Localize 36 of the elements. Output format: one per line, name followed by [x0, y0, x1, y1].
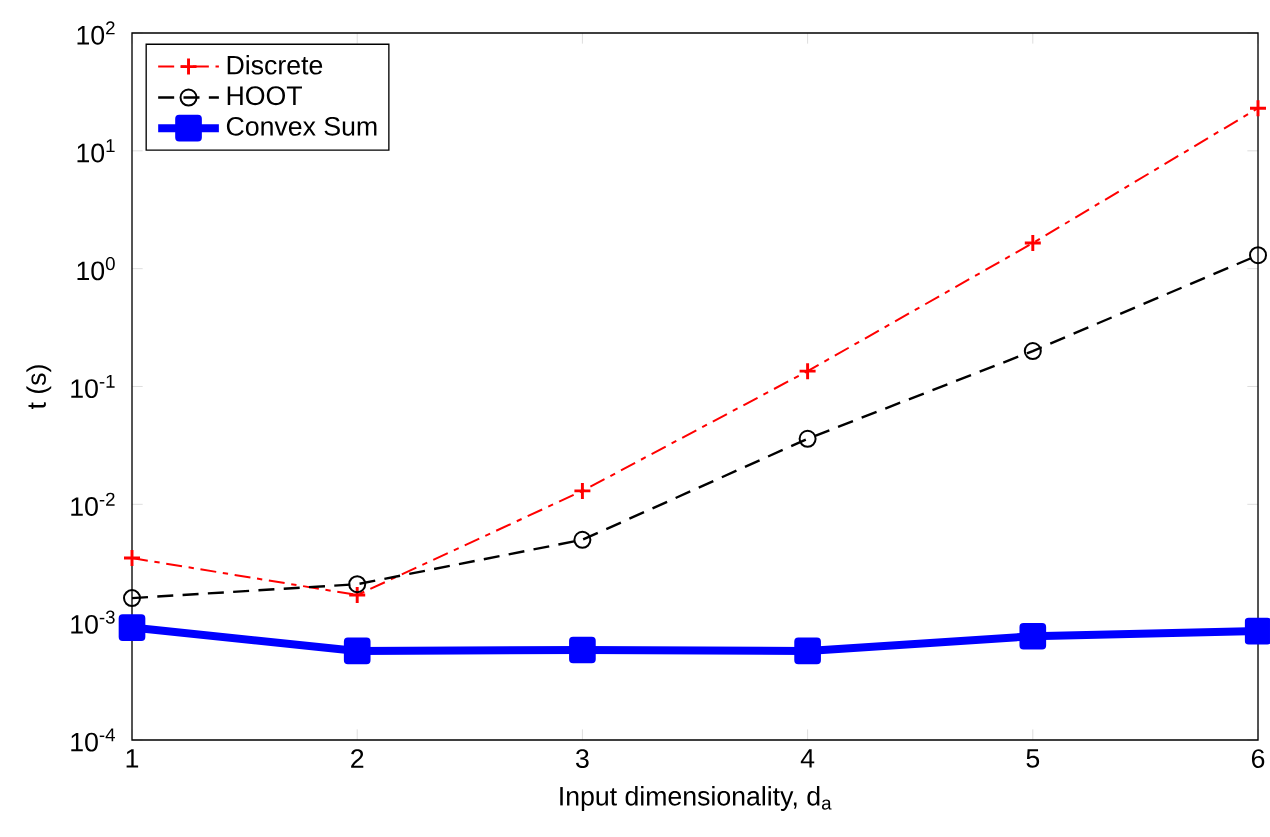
- y-tick-label: 10$^{-3}$: [71, 610, 115, 634]
- y-tick-label: 10$^{0}$: [77, 256, 115, 281]
- point: [798, 361, 818, 381]
- y-tick-label: 10$^{2}$: [77, 21, 115, 45]
- legend-label: Convex Sum: [226, 116, 377, 136]
- point: [573, 530, 592, 549]
- point: [1244, 617, 1270, 645]
- y-tick-label: 10$^{-2}$: [71, 492, 115, 516]
- x-tick-label: 5: [1026, 749, 1040, 768]
- point: [122, 548, 142, 568]
- point: [572, 481, 592, 501]
- point: [1023, 342, 1042, 361]
- x-tick-label: 2: [351, 749, 364, 768]
- legend-label: Discrete: [227, 54, 323, 75]
- y-tick-label: 10$^{-4}$: [71, 728, 115, 752]
- x-tick-label: 6: [1251, 749, 1265, 769]
- point: [1023, 233, 1043, 253]
- point: [343, 637, 371, 665]
- point: [348, 575, 367, 594]
- point: [1249, 246, 1268, 265]
- x-axis-title: Input dimensionality, d$_{a}$: [560, 786, 832, 811]
- y-tick-label: 10$^{1}$: [77, 139, 115, 163]
- point: [798, 429, 817, 448]
- point: [569, 636, 596, 664]
- legend-label: HOOT: [227, 86, 302, 106]
- point: [1019, 622, 1047, 650]
- point: [347, 585, 367, 605]
- x-tick-label: 3: [576, 749, 589, 769]
- x-tick-label: 4: [800, 749, 815, 768]
- point: [794, 637, 821, 665]
- point: [1248, 98, 1268, 118]
- y-tick-label: 10$^{-1}$: [71, 374, 115, 399]
- x-tick-label: 1: [126, 749, 139, 768]
- y-axis-title: t (s): [26, 365, 52, 410]
- point: [118, 614, 146, 641]
- point: [123, 589, 141, 608]
